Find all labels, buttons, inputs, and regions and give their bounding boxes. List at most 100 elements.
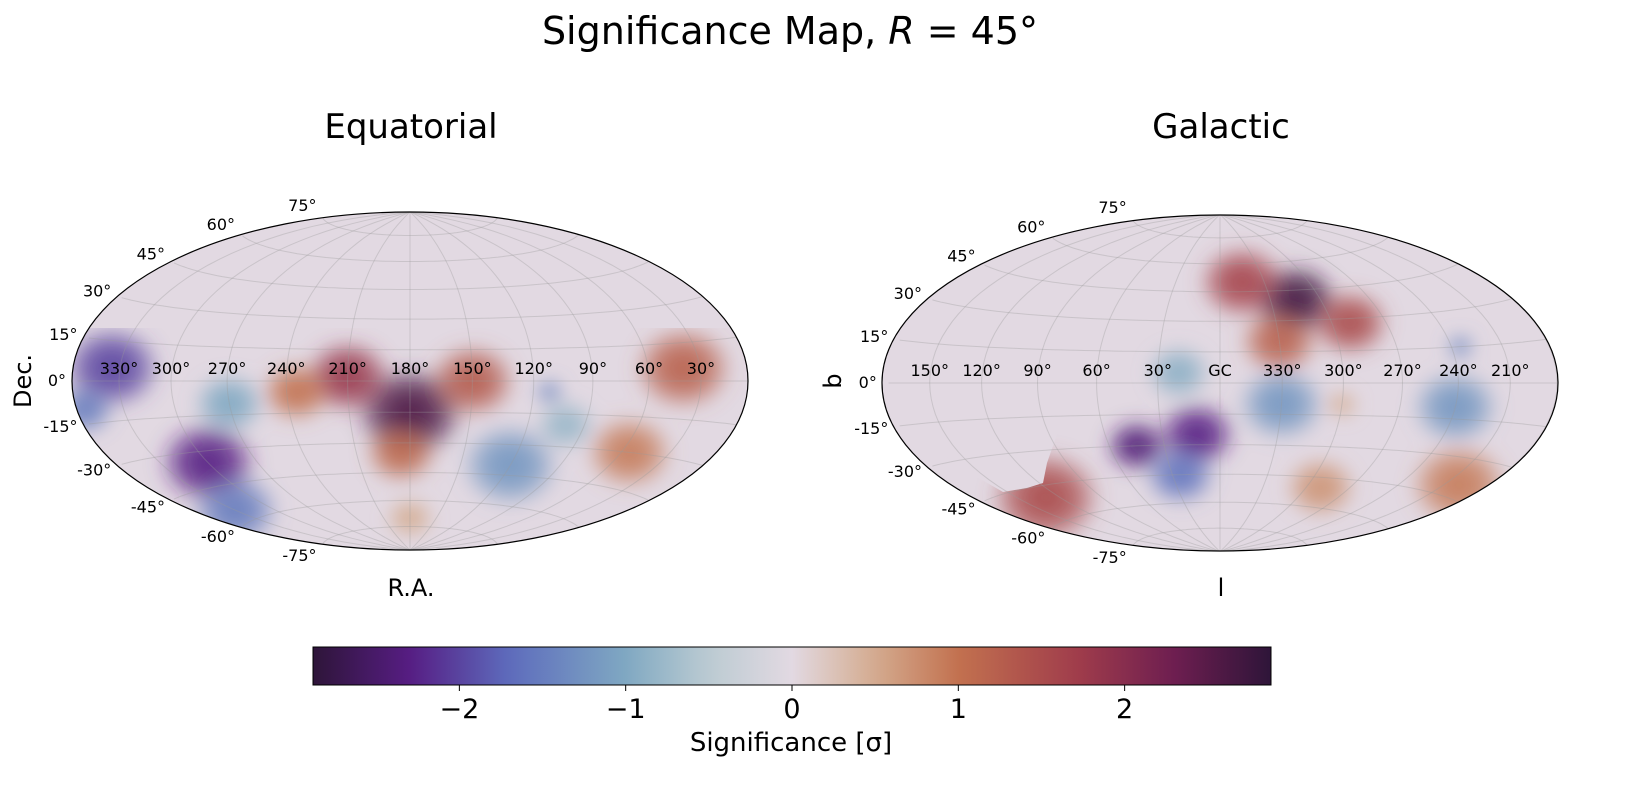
meridian-gridline (347, 212, 411, 550)
lon-tick-label: 180° (391, 359, 430, 378)
meridian-gridline (1036, 215, 1221, 551)
meridian-gridline (929, 215, 1221, 551)
significance-hotspot (193, 372, 266, 435)
parallel-gridline (322, 526, 498, 545)
lat-tick-label: -15° (43, 417, 77, 436)
meridian-gridline (1219, 215, 1511, 551)
lat-tick-label: -75° (282, 546, 316, 565)
lat-tick-label: 30° (894, 284, 922, 303)
lon-tick-label: GC (1208, 361, 1232, 380)
parallel-gridline (88, 336, 737, 351)
significance-hotspot (1284, 456, 1357, 519)
lat-tick-label: 0° (48, 371, 66, 390)
y-axis-label: b (819, 373, 847, 388)
parallel-gridline (932, 298, 1513, 322)
lat-tick-label: -15° (854, 419, 888, 438)
lon-tick-label: 240° (267, 359, 306, 378)
panel-title: Galactic (1152, 107, 1290, 147)
meridian-gridline (1219, 215, 1459, 551)
parallel-gridline (1132, 219, 1308, 239)
lon-tick-label: 210° (1491, 361, 1530, 380)
lon-tick-label: 150° (910, 361, 949, 380)
y-axis-label: Dec. (9, 354, 37, 408)
lat-tick-label: 15° (49, 325, 77, 344)
colorbar-tick-label: −1 (606, 694, 646, 725)
colorbar: −2 −1 0 1 2 Significance [σ] (312, 646, 1272, 758)
significance-hotspot (1237, 366, 1326, 442)
meridian-gridline (118, 212, 411, 550)
lon-tick-label: 120° (514, 359, 553, 378)
significance-hotspot (585, 415, 674, 490)
lat-tick-label: 45° (137, 244, 165, 263)
meridian-gridline (409, 212, 473, 550)
parallel-gridline (984, 473, 1459, 503)
parallel-gridline (1052, 236, 1389, 265)
colorbar-label: Significance [σ] (690, 728, 892, 758)
parallel-gridline (899, 338, 1546, 353)
colorbar-gradient (312, 646, 1272, 686)
significance-hotspot (365, 422, 438, 484)
colorbar-tick-label: 0 (783, 694, 800, 725)
parallel-gridline (1052, 501, 1389, 530)
lon-tick-label: 330° (1263, 361, 1302, 380)
significance-hotspot (1408, 442, 1509, 528)
meridian-gridline (409, 212, 650, 550)
meridian-gridline (285, 212, 411, 550)
lat-tick-label: 60° (1017, 217, 1045, 236)
lon-tick-label: 240° (1439, 361, 1478, 380)
figure-title: Significance Map, R = 45° (542, 9, 1038, 53)
lat-tick-label: -60° (201, 527, 235, 546)
significance-hotspot (535, 380, 564, 404)
significance-hotspot (1310, 288, 1391, 357)
parallel-gridline (984, 263, 1459, 293)
lat-tick-label: -45° (131, 498, 165, 517)
meridian-gridline (1157, 215, 1221, 551)
panel-title: Equatorial (324, 107, 497, 147)
parallel-gridline (173, 261, 650, 290)
lat-tick-label: -60° (1011, 529, 1045, 548)
x-axis-label: l (1218, 574, 1225, 602)
meridian-gridline (409, 212, 702, 550)
meridian-gridline (226, 212, 411, 550)
significance-hotspot (386, 497, 434, 539)
parallel-gridline (242, 234, 580, 262)
lon-tick-label: 150° (453, 359, 492, 378)
meridian-gridline (409, 212, 594, 550)
lat-tick-label: -75° (1093, 548, 1127, 567)
lat-tick-label: 45° (947, 247, 975, 266)
meridian-gridline (1096, 215, 1221, 551)
map-outline (71, 211, 749, 551)
significance-hotspot (633, 325, 734, 411)
lon-tick-label: 300° (1324, 361, 1363, 380)
significance-hotspot (1239, 307, 1320, 376)
lat-tick-label: 0° (859, 373, 877, 392)
lat-tick-label: -30° (888, 462, 922, 481)
parallel-gridline (173, 472, 650, 501)
colorbar-tick-label: −2 (439, 694, 479, 725)
significance-hotspot (1411, 369, 1500, 445)
lon-tick-label: 120° (962, 361, 1001, 380)
lat-tick-label: 15° (860, 327, 888, 346)
map-outline (881, 214, 1559, 552)
significance-hotspot (1198, 244, 1287, 320)
lon-tick-label: 60° (1082, 361, 1110, 380)
parallel-gridline (1132, 527, 1308, 547)
lat-tick-label: 30° (83, 282, 111, 301)
parallel-gridline (121, 296, 703, 320)
lon-tick-label: 330° (100, 359, 139, 378)
parallel-gridline (899, 413, 1546, 428)
parallel-gridline (322, 217, 498, 236)
meridian-gridline (170, 212, 411, 550)
lon-tick-label: 90° (1023, 361, 1051, 380)
colorbar-tick-label: 1 (950, 694, 967, 725)
meridian-gridline (1219, 215, 1283, 551)
equatorial-map-panel: Equatorial 330° 300° 270° 240° 210° 180° 150° 1… (9, 107, 749, 602)
significance-hotspot (1325, 390, 1358, 419)
meridian-gridline (1219, 215, 1404, 551)
lon-tick-label: 300° (152, 359, 191, 378)
lon-tick-label: 210° (328, 359, 367, 378)
significance-hotspot (1144, 444, 1217, 506)
meridian-gridline (981, 215, 1221, 551)
lon-tick-label: 60° (635, 359, 663, 378)
